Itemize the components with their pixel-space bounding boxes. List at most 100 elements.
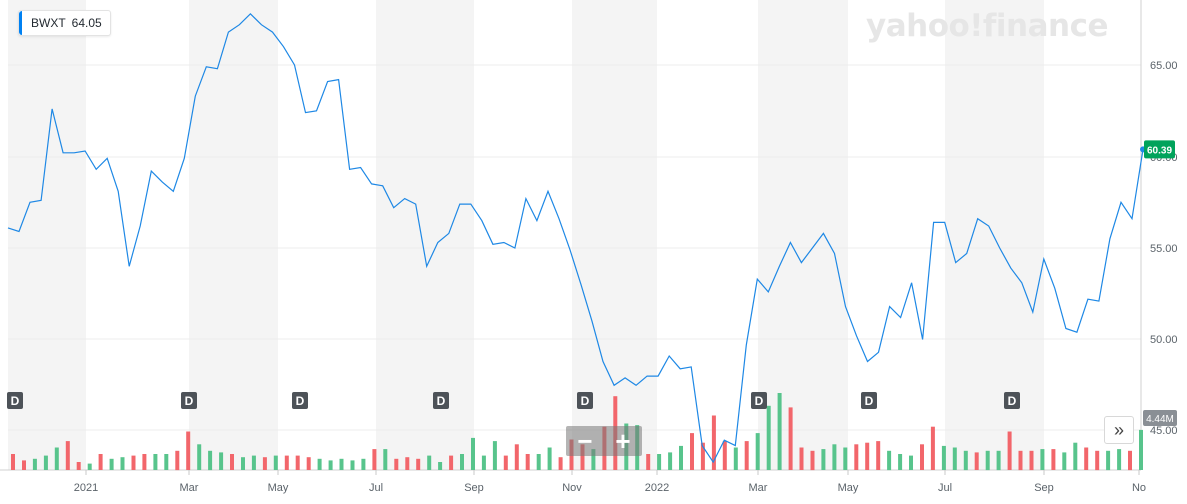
- volume-bar: [668, 452, 673, 470]
- volume-bar: [273, 455, 278, 470]
- dividend-marker-bg: [292, 392, 308, 409]
- volume-bar: [438, 462, 443, 470]
- volume-bar: [317, 458, 322, 470]
- volume-bar: [996, 450, 1001, 471]
- volume-bar: [471, 437, 475, 470]
- volume-bar: [416, 458, 421, 470]
- volume-bar: [744, 441, 749, 470]
- x-tick-label: Jul: [938, 482, 952, 494]
- volume-bar: [22, 460, 26, 470]
- volume-bar: [525, 454, 530, 470]
- volume-bar: [262, 457, 267, 470]
- volume-bar: [230, 454, 234, 470]
- y-tick-label: 65.00: [1150, 60, 1178, 72]
- dividend-marker-label: D: [755, 394, 764, 408]
- volume-bar: [1084, 447, 1089, 470]
- zoom-in-button[interactable]: +: [615, 425, 631, 456]
- dividend-marker-bg: [751, 392, 767, 409]
- volume-bar: [646, 454, 651, 470]
- volume-bar: [1073, 442, 1078, 470]
- month-band: [572, 0, 657, 470]
- current-price-value: 60.39: [1147, 145, 1172, 156]
- double-chevron-right-icon: »: [1113, 419, 1124, 440]
- dividend-marker[interactable]: D: [7, 392, 23, 409]
- volume-bar: [952, 447, 957, 470]
- volume-bar: [657, 454, 662, 470]
- volume-bar: [930, 426, 935, 470]
- volume-bar: [1018, 450, 1023, 471]
- y-tick-label: 45.00: [1150, 425, 1178, 437]
- x-tick-label: 2021: [74, 482, 98, 494]
- volume-bar: [492, 441, 497, 470]
- volume-bar: [799, 447, 804, 470]
- x-tick-label: Sep: [464, 482, 484, 494]
- volume-bar: [1106, 450, 1111, 471]
- volume-bar: [733, 447, 738, 470]
- volume-bar: [241, 457, 245, 470]
- volume-bar: [536, 454, 541, 470]
- volume-bar: [1040, 449, 1045, 470]
- volume-bar: [361, 458, 366, 470]
- expand-button[interactable]: »: [1104, 416, 1134, 444]
- volume-bar: [558, 457, 563, 470]
- volume-bar: [1128, 450, 1132, 471]
- month-band: [189, 0, 278, 470]
- x-tick-label: Mar: [749, 482, 768, 494]
- volume-bar: [32, 458, 37, 470]
- dividend-marker-bg: [181, 392, 197, 409]
- dividend-marker[interactable]: D: [433, 392, 449, 409]
- dividend-marker-label: D: [296, 394, 305, 408]
- volume-bar: [854, 444, 859, 470]
- dividend-marker[interactable]: D: [1004, 392, 1020, 409]
- dividend-marker[interactable]: D: [292, 392, 308, 409]
- volume-bar: [591, 449, 596, 470]
- volume-bar: [920, 444, 924, 470]
- dividend-marker[interactable]: D: [181, 392, 197, 409]
- volume-bar: [175, 450, 180, 471]
- volume-bar: [898, 454, 903, 470]
- volume-bar: [690, 433, 694, 470]
- x-tick-label: Sep: [1034, 482, 1054, 494]
- volume-bar: [679, 445, 683, 470]
- dividend-marker-label: D: [1008, 394, 1017, 408]
- yahoo-finance-logo: yahoo!finance: [866, 8, 1109, 44]
- volume-bar: [208, 450, 213, 471]
- volume-bar: [985, 450, 990, 471]
- y-tick-label: 50.00: [1150, 334, 1178, 346]
- dividend-marker[interactable]: D: [577, 392, 593, 409]
- volume-bar: [832, 444, 837, 470]
- volume-bar: [306, 457, 311, 470]
- volume-bar: [1007, 431, 1012, 470]
- volume-bar: [43, 455, 48, 470]
- volume-bar: [153, 454, 158, 470]
- dividend-marker-label: D: [11, 394, 20, 408]
- volume-bar: [755, 433, 760, 470]
- month-band: [376, 0, 474, 470]
- dividend-marker[interactable]: D: [861, 392, 877, 409]
- volume-bar: [909, 455, 913, 470]
- volume-bar: [186, 431, 191, 470]
- zoom-out-button[interactable]: −: [577, 425, 593, 456]
- volume-bar: [887, 450, 892, 471]
- current-price-tag: 60.39: [1144, 140, 1175, 159]
- volume-bar: [142, 454, 147, 470]
- volume-bar: [580, 444, 585, 470]
- volume-bar: [821, 449, 826, 470]
- month-band: [8, 0, 86, 470]
- ticker-legend[interactable]: BWXT 64.05: [18, 10, 111, 36]
- volume-tag: 4.44M: [1143, 410, 1177, 426]
- volume-bar: [460, 454, 464, 470]
- volume-bar: [284, 455, 289, 470]
- dividend-marker[interactable]: D: [751, 392, 767, 409]
- volume-bar: [1062, 452, 1067, 470]
- dividend-marker-bg: [7, 392, 23, 409]
- zoom-controls-bg: [566, 426, 642, 456]
- volume-bar: [339, 458, 344, 470]
- volume-bar: [843, 447, 848, 470]
- volume-bar: [131, 455, 136, 470]
- volume-bar: [350, 460, 355, 470]
- volume-bar: [722, 441, 727, 470]
- volume-bar: [788, 407, 793, 470]
- volume-bar: [295, 455, 300, 470]
